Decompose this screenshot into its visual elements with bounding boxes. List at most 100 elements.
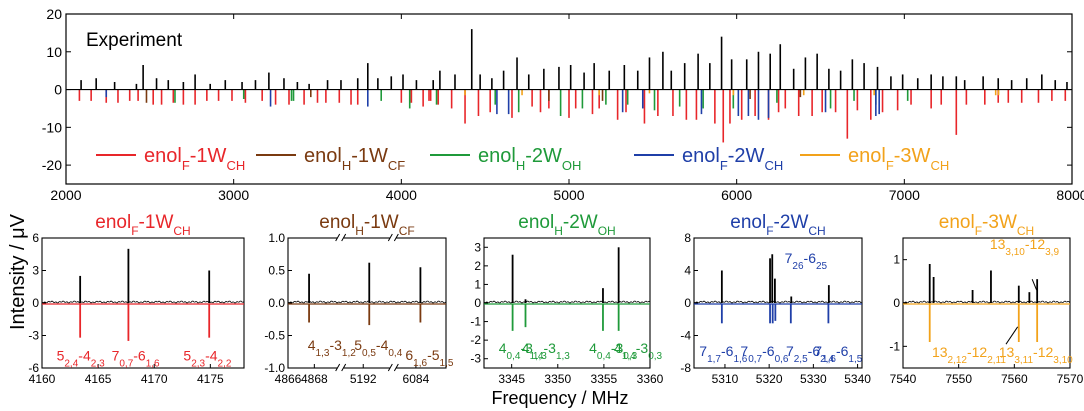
experiment-baseline xyxy=(902,300,1071,304)
panel-title: enolH-2WOH xyxy=(518,212,615,238)
y-tick-label: 4 xyxy=(684,264,691,278)
axis-break-mark xyxy=(335,233,347,242)
x-tick-label: 6084 xyxy=(403,372,430,386)
panel-title: enolF-2WCH xyxy=(730,212,825,238)
overview-chart: -20 -10 0 10 20 2000 3000 4000 5000 6000 7000 8000 E… xyxy=(42,6,1084,203)
y-tick-label: -8 xyxy=(680,361,691,375)
y-tick-label: 3 xyxy=(474,240,481,254)
transition-label: 52,3-42,2 xyxy=(183,347,231,369)
label-arrow xyxy=(1031,278,1038,291)
label-arrow xyxy=(1005,326,1019,345)
y-tick-label: 0 xyxy=(32,296,39,310)
y-tick-label: -20 xyxy=(42,157,62,173)
x-tick-label: 7560 xyxy=(1001,372,1028,386)
y-tick-label: 1 xyxy=(474,277,481,291)
x-tick-label: 4175 xyxy=(197,372,224,386)
x-tick-label: 2000 xyxy=(50,187,81,203)
y-tick-label: -2 xyxy=(470,333,481,347)
legend-entry: enolF-2WCH xyxy=(682,145,783,173)
y-tick-label: 3 xyxy=(32,264,39,278)
legend-entry: enolF-3WCH xyxy=(848,145,949,173)
experiment-baseline xyxy=(41,300,245,304)
experiment-baseline xyxy=(287,300,447,304)
zoom-panel-enolF-2WCH: enolF-2WCH -8 -4 0 4 8 5310 5320 5330 5340 71,7-61… xyxy=(680,212,871,386)
zoom-panel-enolF-3WCH: enolF-3WCH -1 0 1 7540 7550 7560 7570 132,12-122… xyxy=(889,212,1083,386)
transition-label: 40,4-31,3 xyxy=(499,340,547,362)
y-tick-label: -0.5 xyxy=(264,329,285,343)
transition-label: 41,4-30,3 xyxy=(614,340,662,362)
x-tick-label: 5340 xyxy=(844,372,871,386)
y-axis-label: Intensity / μV xyxy=(7,213,29,330)
y-tick-label: -1 xyxy=(470,315,481,329)
y-tick-label: 20 xyxy=(46,6,62,22)
x-tick-label: 4868 xyxy=(301,372,328,386)
axis-break xyxy=(390,365,397,371)
y-tick-label: -1.0 xyxy=(264,361,285,375)
transition-label: 71,7-61,6 xyxy=(699,343,747,365)
x-tick-label: 4170 xyxy=(141,372,168,386)
y-tick-label: 1 xyxy=(893,253,900,267)
transition-label: 41,4-31,3 xyxy=(522,340,570,362)
transition-label: 70,7-60,6 xyxy=(740,343,788,365)
transition-label: 61,6-51,5 xyxy=(405,347,453,369)
zoom-panel-enolH-1WCF: enolH-1WCF -1.0 -0.5 0.0 0.5 1.0 4866 4868 5192 6… xyxy=(264,212,454,386)
y-tick-label: -1 xyxy=(889,339,900,353)
x-tick-label: 5192 xyxy=(350,372,377,386)
x-tick-label: 5330 xyxy=(800,372,827,386)
y-tick-label: 1.0 xyxy=(268,231,285,245)
y-tick-label: 6 xyxy=(32,231,39,245)
transition-label: 72,5-62,4 xyxy=(786,343,834,365)
annotation-experiment: Experiment xyxy=(86,30,183,51)
y-tick-label: -10 xyxy=(42,119,62,135)
legend-entry: enolH-1WCF xyxy=(304,145,405,173)
x-tick-label: 3355 xyxy=(591,372,618,386)
x-tick-label: 3000 xyxy=(218,187,249,203)
x-tick-label: 4866 xyxy=(275,372,302,386)
x-tick-label: 3350 xyxy=(544,372,571,386)
panel-title: enolF-1WCH xyxy=(95,212,190,238)
axis-break-mark xyxy=(387,233,399,242)
transition-label: 132,12-122,11 xyxy=(932,344,1006,366)
transition-label: 133,11-123,10 xyxy=(999,344,1073,366)
panel-title: enolF-3WCH xyxy=(939,212,1034,238)
x-tick-label: 7000 xyxy=(889,187,920,203)
x-tick-label: 7540 xyxy=(890,372,917,386)
y-tick-label: -4 xyxy=(680,329,691,343)
transition-label: 71,6-61,5 xyxy=(814,343,862,365)
x-tick-label: 8000 xyxy=(1056,187,1084,203)
transition-label: 40,4-30,3 xyxy=(589,340,637,362)
transition-label: 41,3-31,2 xyxy=(308,337,356,359)
axis-break-mark xyxy=(335,363,347,372)
y-tick-label: 0 xyxy=(893,296,900,310)
x-tick-label: 4160 xyxy=(29,372,56,386)
x-tick-label: 5320 xyxy=(756,372,783,386)
zoom-panel-enolF-1WCH: enolF-1WCH -6 -3 0 3 6 4160 4165 4170 4175 52,4-42… xyxy=(28,212,245,386)
axis-break xyxy=(337,365,344,371)
y-tick-label: 0.0 xyxy=(268,296,285,310)
y-tick-label: 0 xyxy=(54,82,62,98)
y-tick-label: 0 xyxy=(684,296,691,310)
x-tick-label: 7570 xyxy=(1057,372,1084,386)
legend-entry: enolF-1WCH xyxy=(144,145,245,173)
y-tick-label: -6 xyxy=(28,361,39,375)
transition-label: 726-625 xyxy=(785,250,828,272)
y-tick-label: 0 xyxy=(474,296,481,310)
x-axis-label: Frequency / MHz xyxy=(491,388,628,408)
x-tick-label: 3360 xyxy=(637,372,664,386)
y-tick-label: 2 xyxy=(474,259,481,273)
x-tick-label: 5000 xyxy=(553,187,584,203)
transition-label: 70,7-61,6 xyxy=(112,347,160,369)
x-tick-label: 3345 xyxy=(498,372,525,386)
x-tick-label: 6000 xyxy=(721,187,752,203)
experiment-baseline xyxy=(483,300,651,304)
panel-frame xyxy=(483,237,651,369)
axis-break-mark xyxy=(387,363,399,372)
x-tick-label: 4000 xyxy=(386,187,417,203)
y-tick-label: -3 xyxy=(28,329,39,343)
transition-label: 133,10-123,9 xyxy=(990,236,1060,257)
transition-label: 52,4-42,3 xyxy=(57,347,105,369)
axis-break xyxy=(337,235,344,241)
y-tick-label: 8 xyxy=(684,231,691,245)
